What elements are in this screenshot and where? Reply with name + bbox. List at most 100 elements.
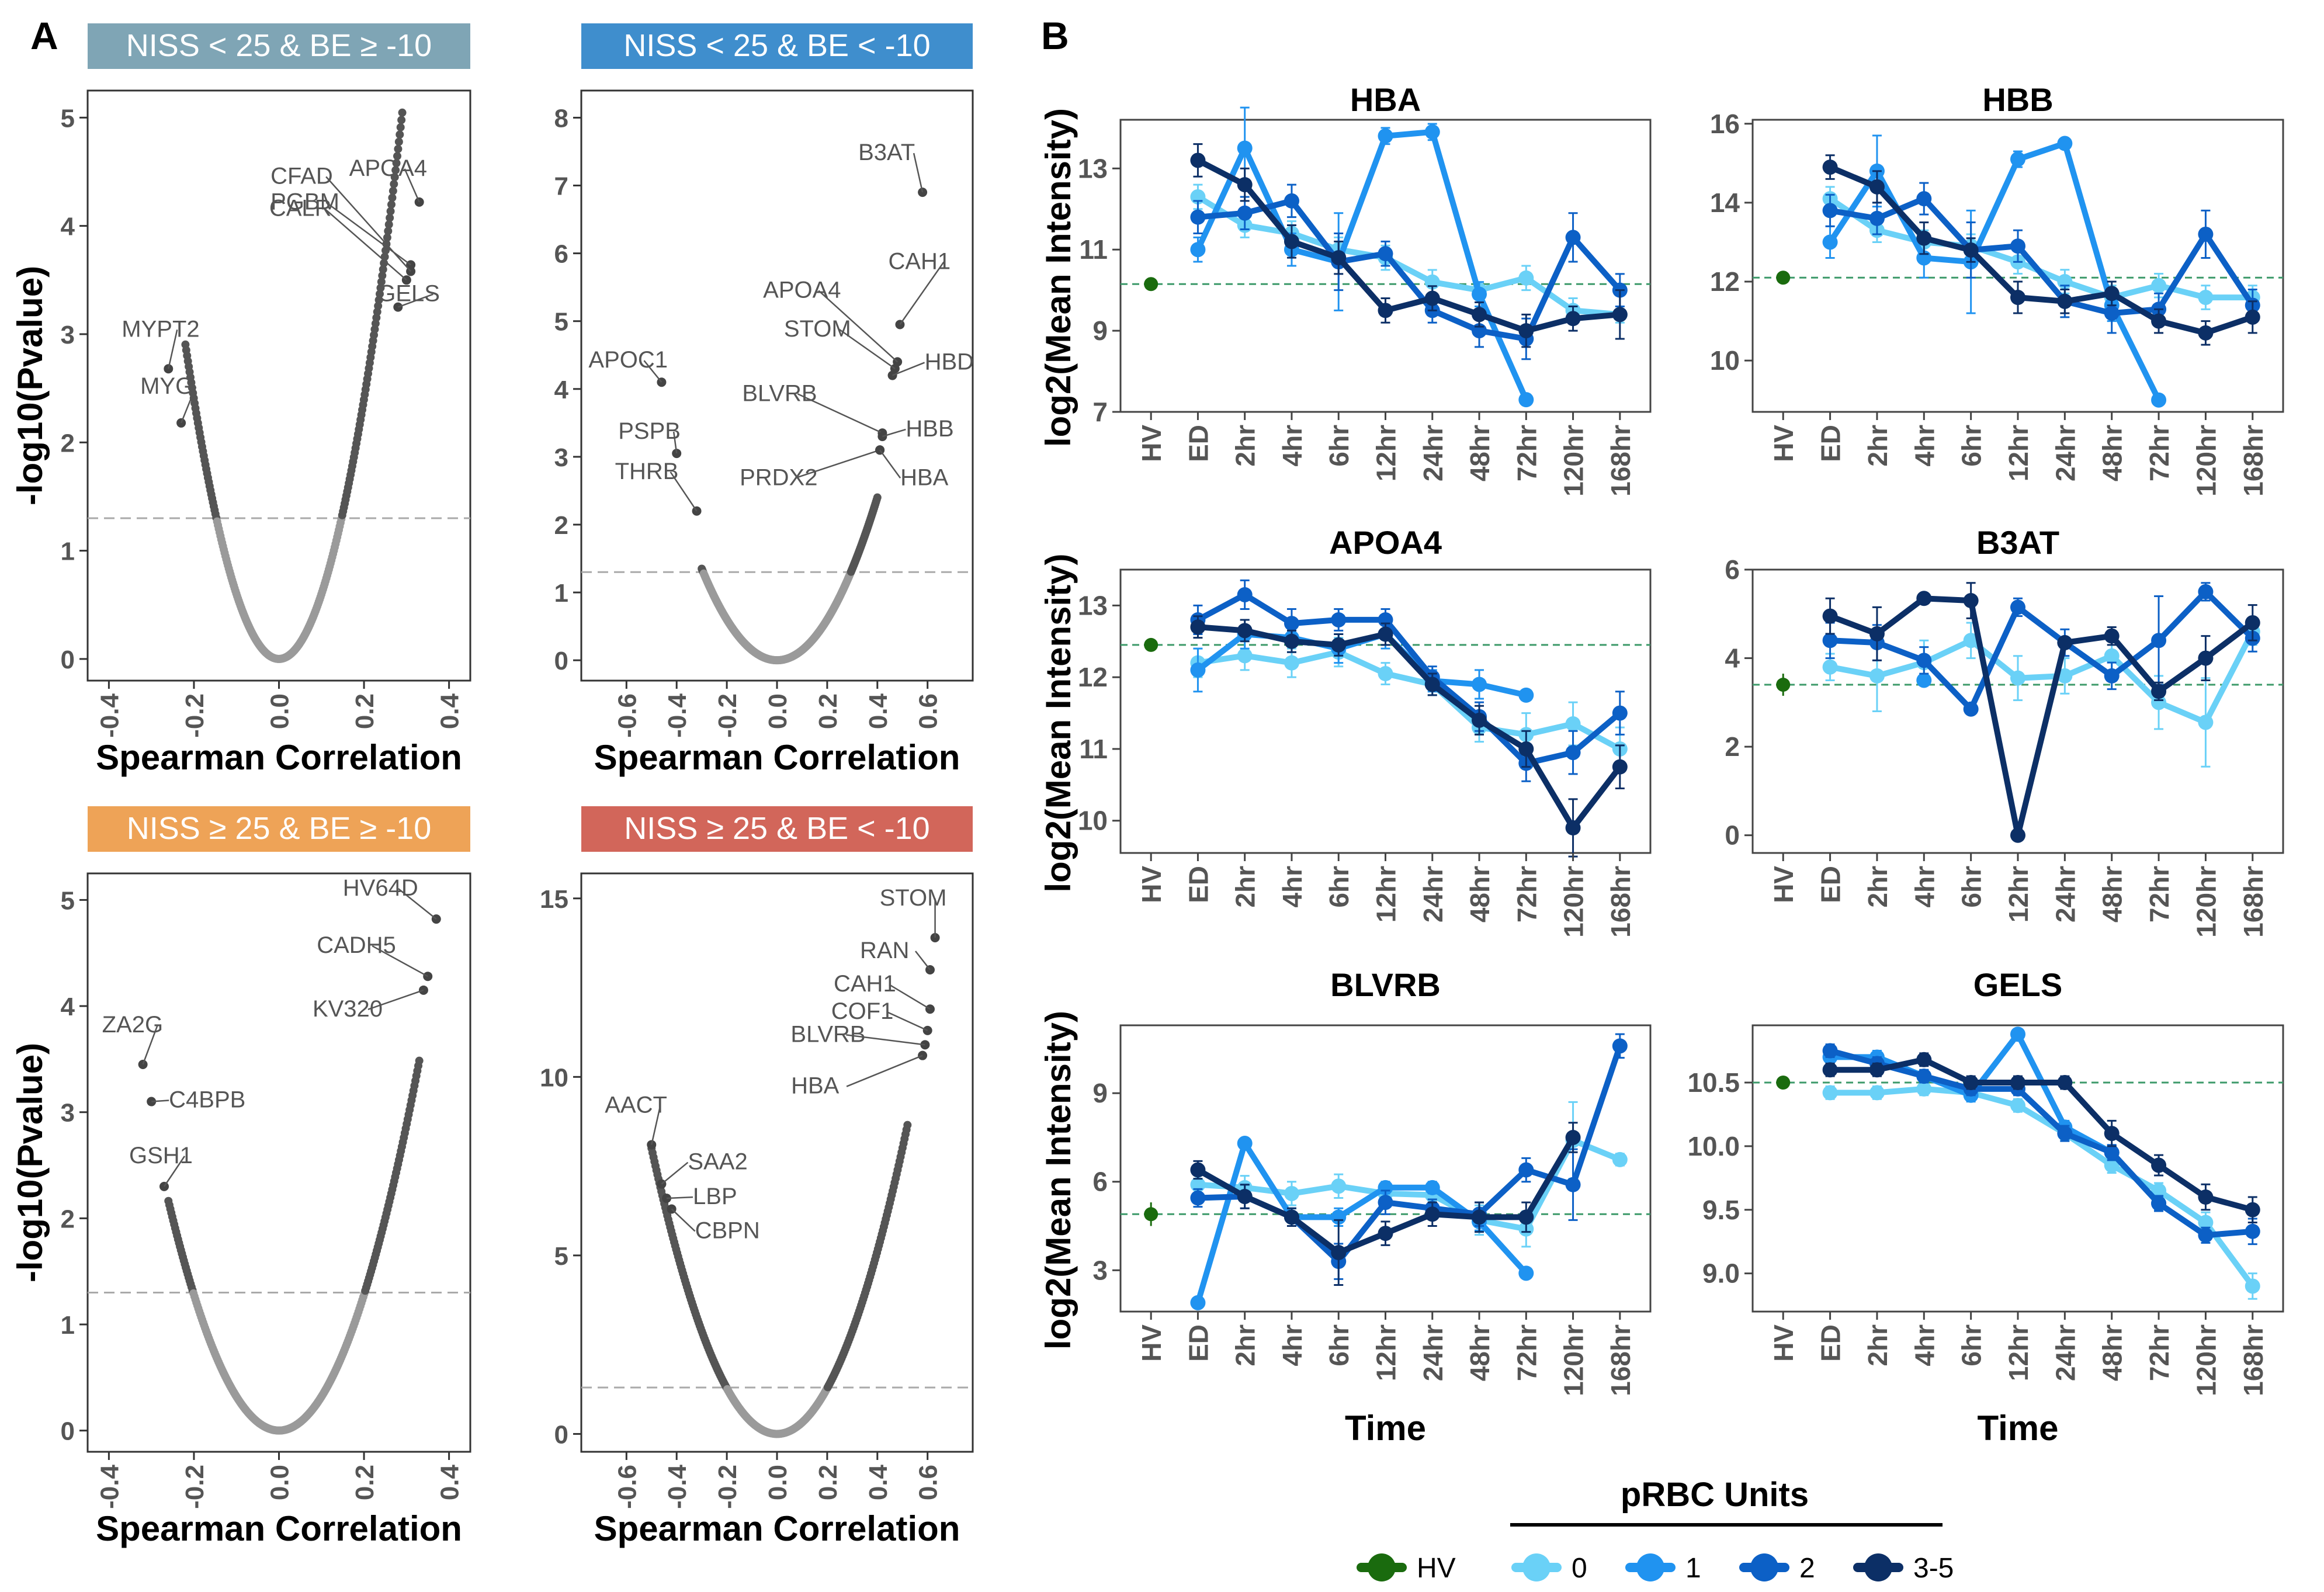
data-point (1378, 246, 1393, 262)
data-point (1518, 392, 1534, 408)
data-point (396, 130, 404, 139)
data-point (2151, 392, 2167, 408)
data-point (1869, 179, 1885, 195)
protein-label: RAN (860, 938, 909, 963)
legend-item-0: 0 (1511, 1553, 1587, 1584)
x-tick-label: ED (1816, 1324, 1846, 1362)
x-tick-label: -0.4 (663, 1464, 692, 1508)
data-point (377, 278, 386, 286)
data-point (2010, 599, 2025, 615)
data-point (1565, 1129, 1581, 1145)
y-axis-title: log2(Mean Intensity) (1039, 1011, 1078, 1350)
y-axis-title: -log10(Pvalue) (11, 1043, 50, 1282)
data-point (389, 186, 397, 195)
label-leader-line (325, 202, 411, 266)
data-point (376, 283, 385, 292)
y-tick-label: 1 (61, 1311, 75, 1340)
x-tick-label: 2hr (1862, 1324, 1893, 1366)
line-chart-b3at: B3AT HV ED 2hr 4hr 6hr 12hr 24hr 48hr 72hr 120hr 16… (1725, 524, 2284, 938)
x-tick-label: 24hr (2050, 425, 2080, 481)
data-point (1237, 648, 1253, 664)
x-tick-label: 0.2 (814, 693, 842, 729)
legend-item-hv: HV (1357, 1553, 1456, 1584)
data-point (1284, 193, 1299, 209)
data-point (2104, 668, 2120, 684)
x-tick-label: 120hr (1559, 866, 1589, 938)
protein-label: CBPN (695, 1218, 760, 1243)
label-leader-line (671, 1208, 696, 1232)
y-tick-label: 0 (554, 647, 568, 675)
series-3to5 (1822, 1052, 2260, 1224)
legend-swatch-dot (1636, 1553, 1664, 1581)
y-tick-label: 10.5 (1687, 1067, 1740, 1098)
x-tick-label: 6hr (1957, 866, 1987, 908)
protein-label: HBA (791, 1073, 840, 1099)
y-axis-title: log2(Mean Intensity) (1039, 553, 1078, 892)
data-point (2245, 615, 2260, 630)
data-point (374, 296, 383, 304)
legend-item-2: 2 (1739, 1553, 1815, 1584)
y-tick-label: 5 (554, 1242, 568, 1271)
y-tick-label: 1 (61, 537, 75, 566)
series-line (1198, 624, 1622, 831)
strip-header (581, 806, 973, 852)
hv-point (1776, 1076, 1791, 1090)
data-point (2245, 1223, 2260, 1239)
protein-label: LBP (693, 1184, 737, 1209)
x-tick-label: 2hr (1230, 1324, 1261, 1366)
x-tick-label: 0.0 (764, 693, 792, 729)
protein-label: CAH1 (834, 971, 896, 997)
line-chart-gels: GELS HV ED 2hr 4hr 6hr 12hr 24hr 48hr 72hr 120hr 16… (1687, 966, 2284, 1448)
data-point (1424, 1180, 1440, 1195)
data-point (1237, 140, 1253, 156)
protein-label: HBB (906, 416, 953, 442)
data-point (2104, 306, 2120, 321)
label-leader-line (651, 1105, 661, 1145)
x-tick-label: 0.4 (436, 693, 464, 729)
x-tick-label: HV (1136, 866, 1167, 903)
x-tick-label: HV (1136, 1324, 1167, 1362)
x-tick-label: 0.6 (914, 1465, 943, 1500)
label-leader-line (915, 951, 931, 970)
legend-swatch-dot (1522, 1553, 1551, 1581)
x-tick-label: HV (1768, 425, 1799, 462)
series-3to5 (1190, 143, 1628, 348)
data-point (1331, 250, 1347, 266)
x-tick-label: 12hr (1371, 1324, 1402, 1381)
data-point (2010, 238, 2025, 254)
y-tick-label: 8 (554, 104, 568, 133)
data-point (2198, 226, 2214, 242)
protein-label: HBA (900, 464, 949, 490)
data-point (1378, 303, 1393, 318)
data-point (1237, 623, 1253, 639)
x-tick-label: 0.0 (266, 693, 294, 729)
data-point (1822, 203, 1838, 218)
y-tick-label: 3 (554, 443, 568, 472)
legend-item-1: 1 (1625, 1553, 1701, 1584)
x-tick-label: -0.2 (181, 693, 209, 738)
data-point (1916, 591, 1932, 606)
y-tick-label: 10 (1078, 806, 1108, 836)
series-line (1196, 592, 1622, 766)
series-3to5 (1822, 582, 2260, 843)
x-tick-label: 72hr (2144, 866, 2174, 922)
data-point (1565, 745, 1581, 761)
label-leader-line (882, 428, 906, 438)
series-line (1198, 1045, 1623, 1265)
strip-header (581, 23, 973, 69)
data-point (2151, 1183, 2167, 1199)
y-tick-label: 2 (61, 429, 75, 457)
data-point (2010, 827, 2025, 843)
y-tick-label: 2 (554, 511, 568, 540)
x-tick-label: 168hr (1605, 1324, 1636, 1396)
point-cloud (647, 1121, 912, 1438)
data-point (2198, 1189, 2214, 1205)
data-point (374, 301, 383, 310)
data-point (2151, 684, 2167, 699)
data-point (391, 166, 400, 175)
x-tick-label: ED (1816, 866, 1846, 903)
x-tick-label: HV (1136, 425, 1167, 462)
x-tick-label: 120hr (2191, 866, 2221, 938)
data-point (2010, 1098, 2025, 1114)
y-tick-label: 11 (1079, 234, 1108, 265)
